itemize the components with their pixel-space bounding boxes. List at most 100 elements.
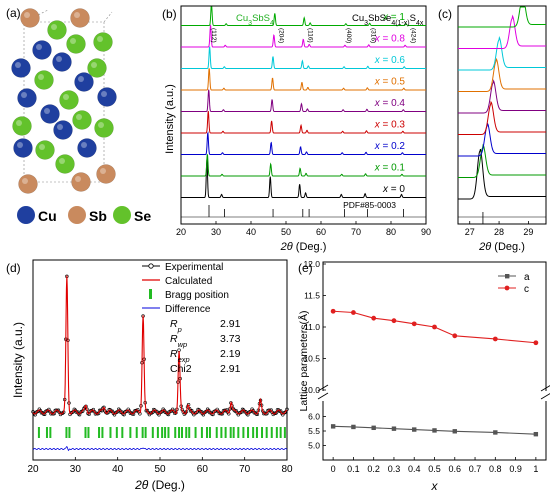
atom-highlight [78,76,84,82]
plot-frame [457,5,547,225]
x-tick-label: 50 [154,464,166,475]
bragg-tick [151,427,154,438]
series-c-point [452,333,458,339]
bragg-tick [270,427,273,438]
se-atom [35,140,55,160]
atom-highlight [91,62,97,68]
series-label: x = 0.1 [374,163,406,174]
sb-atom [71,172,91,192]
atom-highlight [22,178,28,184]
series-a-point [493,430,498,435]
legend-a-marker [505,274,510,279]
x-tick-label: 27 [465,227,475,237]
x-axis-label: 2θ (Deg.) [280,241,327,253]
series-c-point [411,321,417,327]
cu-atom [77,138,97,158]
x-tick-label: 30 [211,227,221,237]
y-tick-label: 10.0 [303,385,320,395]
series-label: x = 0.8 [374,34,406,45]
zoom-peak-line [458,149,546,200]
sb-atom [96,164,116,184]
series-c-point [492,336,498,342]
xrd-pattern-line [181,89,426,112]
series-c-point [330,308,336,314]
series-a-point [533,431,539,437]
se-atom [12,116,32,136]
zoom-peak-line [458,79,546,114]
bragg-tick [49,427,52,438]
atom-highlight [97,36,103,42]
chart-title-right: Cu3SbSe4(1-x)S4x [352,13,424,27]
atom-highlight [98,122,104,128]
x-tick-label: 60 [316,227,326,237]
atom-highlight [70,38,76,44]
legend-calculated-label: Calculated [165,276,212,287]
axis-break-mark [317,392,329,400]
refinement-stat-label: Rwp [170,333,187,349]
x-tick-label: 40 [112,464,124,475]
bragg-tick [252,427,255,438]
atom-highlight [74,12,80,18]
zoom-peak-line [458,57,546,92]
x-tick-label: 40 [246,227,256,237]
atom-highlight [81,142,87,148]
series-a-point [412,427,417,432]
x-axis-label: x [431,479,439,493]
se-atom [93,32,113,52]
cu-atom [52,52,72,72]
series-label: x = 0.3 [374,120,406,131]
legend-sb-label: Sb [89,208,107,224]
y-tick-label: 12.0 [303,259,320,269]
xrd-pattern-line [181,46,426,69]
bragg-tick [45,427,48,438]
x-tick-label: 70 [239,464,251,475]
refinement-stat-label: Chi2 [170,363,192,375]
refinement-stat-value: 2.91 [220,318,241,330]
legend-c-label: c [524,284,529,295]
plot-frame [180,5,427,225]
y-tick-label: 11.5 [304,291,320,301]
se-atom [87,58,107,78]
bragg-tick [188,427,191,438]
legend-cu-atom [17,206,35,224]
y-tick-label: 5.5 [308,426,320,436]
sb-atom [70,8,90,28]
series-label: x = 0.6 [374,55,406,66]
se-atom [47,20,67,40]
xrd-pattern-line [181,6,426,26]
bragg-tick [144,427,147,438]
cu-atom [11,58,31,78]
zoom-peak-line [458,100,546,135]
panel-label: (e) [298,261,313,275]
unit-cell-edge [103,11,113,23]
series-a-point [351,424,356,430]
y-axis-label: Intensity (a.u.) [11,322,25,398]
bragg-tick [200,427,203,438]
xrd-pattern-line [181,110,426,134]
x-tick-label: 90 [421,227,431,237]
bragg-tick [174,427,177,438]
reference-label: PDF#85-0003 [343,200,396,210]
legend-se-label: Se [134,208,151,224]
bragg-tick [229,427,232,438]
bragg-tick [115,427,118,438]
refinement-stat-value: 2.91 [220,363,241,375]
x-tick-label: 0.8 [489,464,502,474]
x-tick-label: 50 [281,227,291,237]
bragg-tick [167,427,170,438]
y-axis-label: Intensity (a.u.) [164,84,176,154]
series-label: x = 0.2 [374,141,406,152]
panel-c: (c) 27 28 29 2θ (Deg.) [438,5,547,253]
legend-experimental-label: Experimental [165,262,223,273]
atom-highlight [101,91,107,97]
bragg-tick [129,427,132,438]
series-label: x = 0.4 [374,98,406,109]
x-tick-label: 1 [533,464,538,474]
bragg-tick [141,427,144,438]
refinement-stat-value: 3.73 [220,333,241,345]
bragg-tick [265,427,268,438]
plane-label: (316) [369,28,376,43]
bragg-tick [279,427,282,438]
x-axis-label: 2θ (Deg.) [478,241,525,253]
series-label: x = 1 [382,12,405,23]
